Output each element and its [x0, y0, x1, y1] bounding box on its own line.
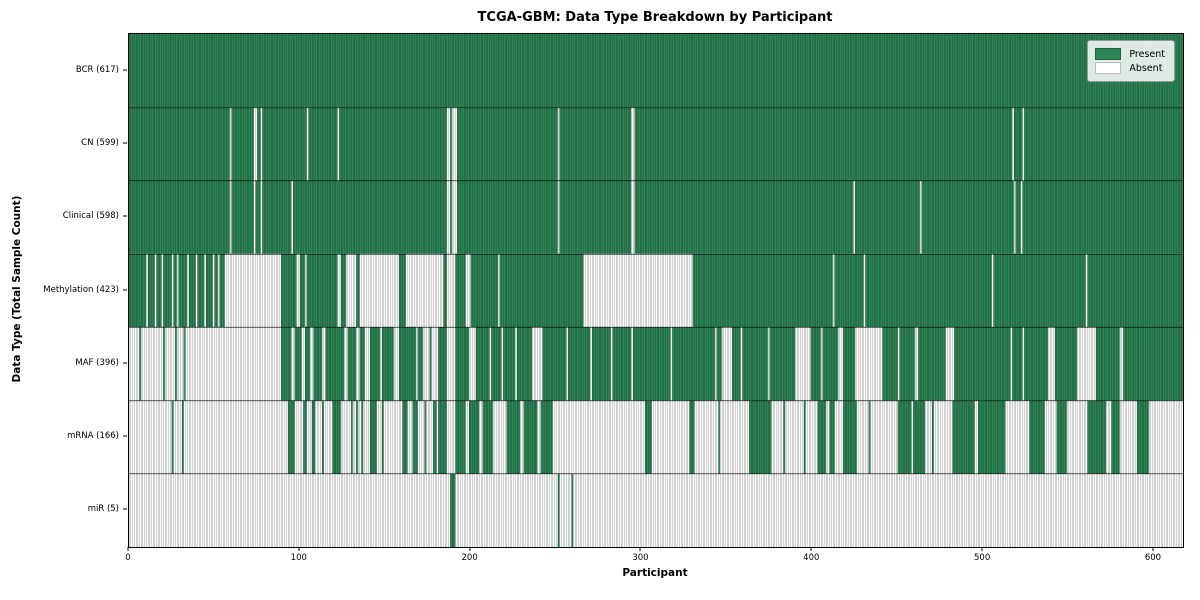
y-tick-mark	[123, 215, 127, 217]
y-tick-mark	[123, 289, 127, 290]
y-tick-label-Methylation: Methylation (423)	[43, 284, 119, 295]
x-tick-mark	[1152, 547, 1154, 551]
x-tick-label: 500	[974, 553, 991, 563]
legend-item-present: Present	[1095, 48, 1165, 60]
x-tick-mark	[469, 547, 471, 551]
plot-area: Present Absent	[128, 33, 1184, 548]
x-axis-label: Participant	[622, 567, 688, 579]
x-tick-mark	[127, 547, 129, 551]
x-tick-label: 300	[632, 553, 649, 563]
y-tick-label-mRNA: mRNA (166)	[67, 431, 119, 442]
y-tick-label-BCR: BCR (617)	[75, 64, 119, 75]
x-tick-label: 200	[461, 553, 478, 563]
x-tick-mark	[639, 547, 641, 551]
x-tick-label: 600	[1144, 553, 1162, 563]
legend-label-absent: Absent	[1129, 62, 1163, 74]
x-tick-mark	[810, 547, 812, 551]
chart-title: TCGA-GBM: Data Type Breakdown by Partici…	[477, 10, 833, 25]
x-tick-label: 400	[803, 553, 820, 563]
present-swatch	[1095, 48, 1122, 60]
y-tick-mark	[123, 142, 127, 144]
y-tick-label-Clinical: Clinical (598)	[62, 211, 119, 222]
y-tick-mark	[123, 69, 127, 71]
x-tick-label: 0	[125, 553, 131, 563]
x-tick-mark	[298, 547, 300, 551]
y-tick-label-MAF: MAF (396)	[75, 357, 119, 368]
y-tick-label-miR: miR (5)	[87, 504, 119, 515]
absent-swatch	[1095, 62, 1122, 74]
x-tick-label: 100	[290, 553, 307, 563]
y-tick-mark	[123, 508, 127, 510]
heatmap-canvas	[129, 34, 1183, 547]
legend: Present Absent	[1087, 40, 1175, 82]
legend-label-present: Present	[1129, 48, 1165, 60]
y-tick-mark	[123, 362, 127, 364]
y-tick-mark	[123, 435, 127, 437]
y-tick-label-CN: CN (599)	[81, 137, 119, 148]
x-tick-mark	[981, 547, 983, 551]
legend-item-absent: Absent	[1095, 62, 1165, 74]
